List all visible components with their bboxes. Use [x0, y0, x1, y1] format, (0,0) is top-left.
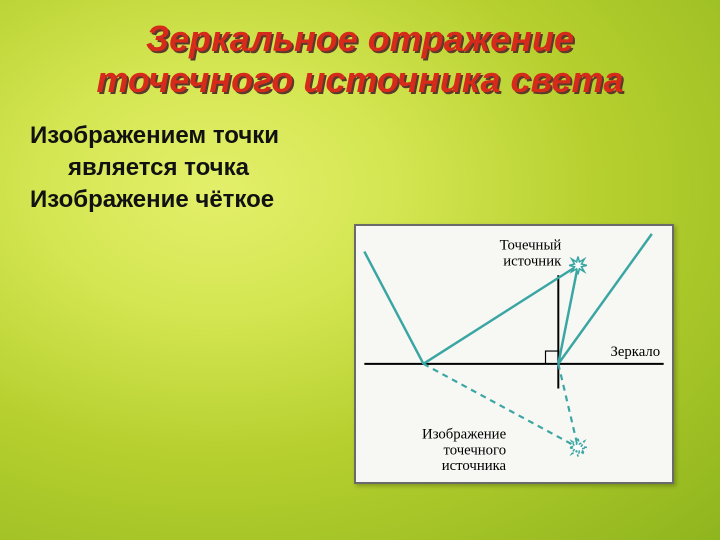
- source-point-icon: [569, 257, 587, 275]
- slide-title: Зеркальное отражение точечного источника…: [30, 18, 690, 101]
- label-mirror: Зеркало: [610, 344, 660, 360]
- reflected-ray: [364, 252, 423, 364]
- label-image-1: Изображение: [422, 427, 507, 443]
- body-text: Изображением точки является точка Изобра…: [30, 121, 450, 215]
- title-line-2: точечного источника света: [30, 59, 690, 100]
- label-image-3: источника: [442, 458, 507, 474]
- slide: Зеркальное отражение точечного источника…: [0, 0, 720, 540]
- body-line-3: Изображение чёткое: [30, 185, 450, 215]
- label-source-2: источник: [503, 253, 562, 269]
- label-source-1: Точечный: [500, 238, 562, 254]
- virtual-ray: [558, 364, 578, 448]
- incident-ray: [423, 265, 578, 363]
- normal-angle-icon: [546, 351, 559, 364]
- diagram-svg: Точечный источник Зеркало Изображение то…: [356, 226, 672, 482]
- body-line-2: является точка: [30, 153, 450, 183]
- image-point-icon: [569, 439, 587, 457]
- label-image-2: точечного: [444, 442, 507, 458]
- title-line-1: Зеркальное отражение: [30, 18, 690, 59]
- body-line-1: Изображением точки: [30, 121, 450, 151]
- reflection-diagram: Точечный источник Зеркало Изображение то…: [354, 224, 674, 484]
